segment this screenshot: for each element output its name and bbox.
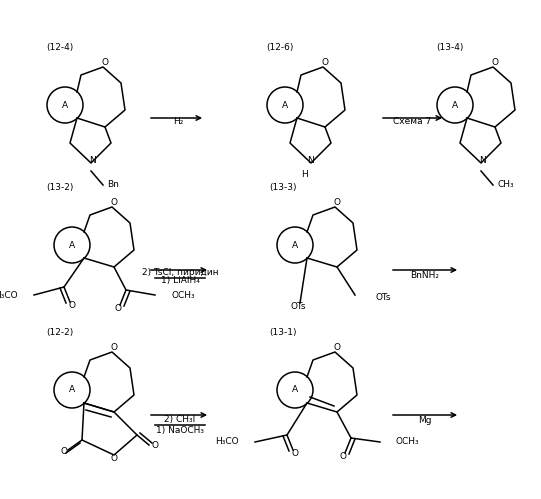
Text: H: H <box>302 170 308 179</box>
Text: A: A <box>69 241 75 250</box>
Text: (13-1): (13-1) <box>269 328 297 337</box>
Text: Mg: Mg <box>418 416 432 425</box>
Text: O: O <box>115 304 122 313</box>
Text: O: O <box>110 198 117 207</box>
Text: O: O <box>492 58 498 67</box>
Text: (12-4): (12-4) <box>47 43 74 52</box>
Text: A: A <box>452 100 458 109</box>
Text: H₃CO: H₃CO <box>0 290 18 299</box>
Text: O: O <box>110 343 117 352</box>
Text: (13-2): (13-2) <box>47 183 74 192</box>
Text: OCH₃: OCH₃ <box>396 438 420 447</box>
Text: Bn: Bn <box>107 180 119 189</box>
Text: OTs: OTs <box>375 292 391 301</box>
Text: A: A <box>282 100 288 109</box>
Text: O: O <box>340 452 346 461</box>
Text: O: O <box>292 449 299 458</box>
Text: O: O <box>69 301 76 310</box>
Text: O: O <box>110 454 117 463</box>
Text: A: A <box>69 386 75 395</box>
Text: OCH₃: OCH₃ <box>171 290 195 299</box>
Text: (12-6): (12-6) <box>266 43 294 52</box>
Text: H₂: H₂ <box>173 117 183 126</box>
Text: N: N <box>90 156 96 165</box>
Text: 2) CH₃I: 2) CH₃I <box>164 415 196 424</box>
Text: O: O <box>102 58 109 67</box>
Text: O: O <box>333 343 340 352</box>
Text: 2) TsCl, пиридин: 2) TsCl, пиридин <box>142 268 219 277</box>
Text: Схема 7: Схема 7 <box>393 117 431 126</box>
Text: 1) LiAlH₄: 1) LiAlH₄ <box>161 276 200 285</box>
Text: BnNH₂: BnNH₂ <box>411 271 439 280</box>
Text: (13-4): (13-4) <box>436 43 464 52</box>
Text: (12-2): (12-2) <box>47 328 74 337</box>
Text: (13-3): (13-3) <box>269 183 297 192</box>
Text: O: O <box>321 58 328 67</box>
Text: O: O <box>151 441 159 450</box>
Text: 1) NaOCH₃: 1) NaOCH₃ <box>156 426 204 435</box>
Text: A: A <box>292 241 298 250</box>
Text: O: O <box>61 447 68 456</box>
Text: H₃CO: H₃CO <box>215 438 239 447</box>
Text: O: O <box>333 198 340 207</box>
Text: OTs: OTs <box>291 302 306 311</box>
Text: N: N <box>308 156 314 165</box>
Text: A: A <box>62 100 68 109</box>
Text: CH₃: CH₃ <box>497 180 513 189</box>
Text: N: N <box>480 156 486 165</box>
Text: A: A <box>292 386 298 395</box>
